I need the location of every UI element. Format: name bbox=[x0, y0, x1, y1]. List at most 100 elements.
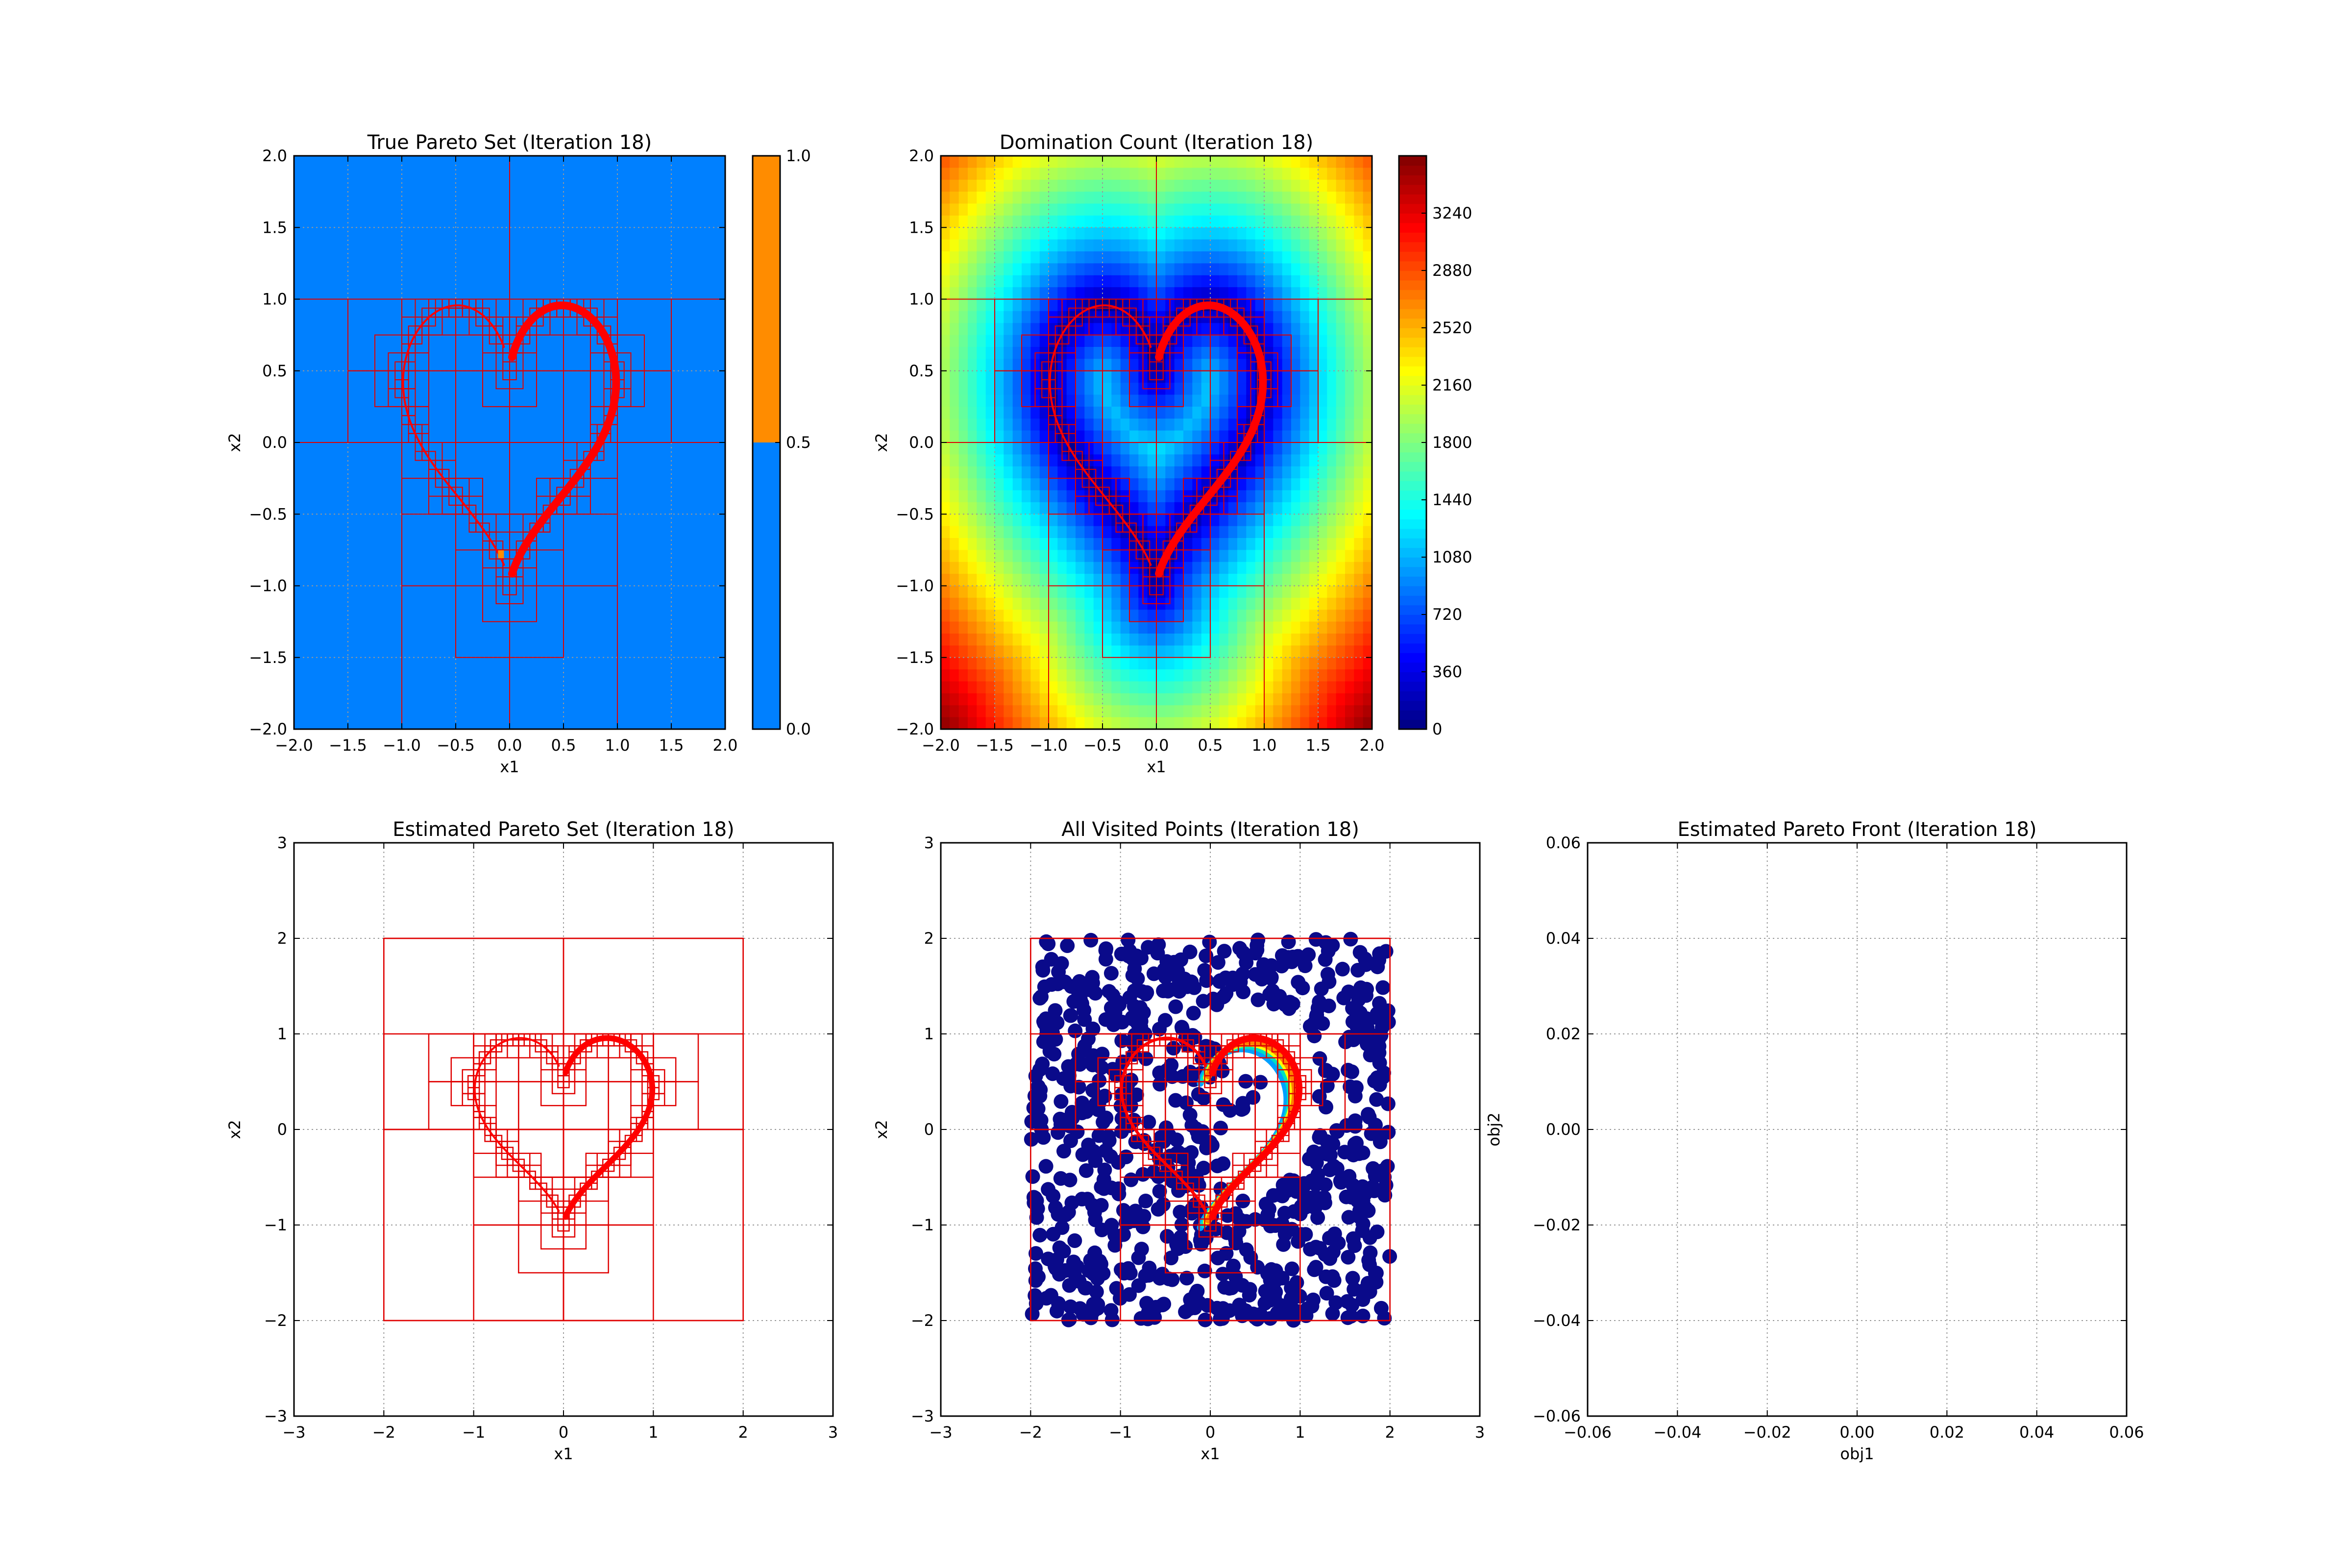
visited-point bbox=[1363, 1034, 1378, 1049]
colorbar-segment bbox=[1399, 213, 1426, 223]
colorbar-tick-label: 1440 bbox=[1432, 490, 1472, 509]
heatmap-cell bbox=[995, 538, 1004, 551]
heatmap-cell bbox=[995, 406, 1004, 419]
heatmap-cell bbox=[1273, 526, 1283, 539]
heatmap-cell bbox=[1273, 514, 1283, 527]
colorbar-segment bbox=[1399, 681, 1426, 691]
heatmap-cell bbox=[1039, 597, 1049, 611]
colorbar-segment bbox=[1399, 366, 1426, 376]
heatmap-cell bbox=[1291, 227, 1301, 240]
heatmap-cell bbox=[995, 442, 1004, 455]
heatmap-cell bbox=[1336, 335, 1346, 347]
visited-point bbox=[1073, 1301, 1088, 1316]
heatmap-cell bbox=[1345, 239, 1355, 252]
heatmap-cell bbox=[1291, 323, 1301, 336]
heatmap-cell bbox=[1174, 490, 1184, 503]
heatmap-cell bbox=[1057, 645, 1067, 658]
heatmap-cell bbox=[1336, 394, 1346, 407]
heatmap-cell bbox=[1147, 239, 1157, 252]
visited-point bbox=[1152, 1022, 1167, 1037]
heatmap-cell bbox=[1120, 705, 1130, 718]
heatmap-cell bbox=[1084, 239, 1094, 252]
heatmap-cell bbox=[1093, 466, 1103, 479]
heatmap-cell bbox=[1345, 275, 1355, 288]
heatmap-cell bbox=[1282, 359, 1292, 371]
heatmap-cell bbox=[1192, 203, 1202, 216]
heatmap-cell bbox=[958, 610, 968, 622]
heatmap-cell bbox=[958, 215, 968, 228]
visited-point bbox=[1335, 961, 1350, 977]
heatmap-cell bbox=[995, 168, 1004, 180]
heatmap-cell bbox=[1219, 394, 1229, 407]
heatmap-cell bbox=[1111, 335, 1121, 347]
heatmap-cell bbox=[1174, 275, 1184, 288]
heatmap-cell bbox=[1012, 442, 1022, 455]
heatmap-cell bbox=[995, 669, 1004, 682]
heatmap-cell bbox=[958, 442, 968, 455]
heatmap-cell bbox=[1192, 681, 1202, 694]
heatmap-cell bbox=[1093, 442, 1103, 455]
heatmap-cell bbox=[1093, 538, 1103, 551]
colorbar-segment bbox=[1399, 309, 1426, 319]
heatmap-cell bbox=[1129, 394, 1139, 407]
heatmap-cell bbox=[1273, 311, 1283, 324]
heatmap-cell bbox=[1039, 418, 1049, 431]
heatmap-cell bbox=[1345, 574, 1355, 587]
heatmap-cell bbox=[1201, 610, 1211, 622]
heatmap-cell bbox=[1255, 693, 1265, 706]
heatmap-cell bbox=[1111, 586, 1121, 598]
heatmap-cell bbox=[1282, 717, 1292, 730]
heatmap-cell bbox=[1174, 550, 1184, 563]
heatmap-cell bbox=[941, 574, 951, 587]
heatmap-cell bbox=[1039, 215, 1049, 228]
heatmap-cell bbox=[1076, 705, 1085, 718]
heatmap-cell bbox=[1066, 693, 1076, 706]
visited-point bbox=[1202, 934, 1217, 950]
heatmap-cell bbox=[1210, 215, 1220, 228]
heatmap-cell bbox=[1093, 418, 1103, 431]
heatmap-cell bbox=[1022, 574, 1031, 587]
heatmap-cell bbox=[941, 681, 951, 694]
heatmap-cell bbox=[1129, 645, 1139, 658]
heatmap-cell bbox=[985, 359, 995, 371]
x-tick-label: −0.5 bbox=[437, 736, 475, 755]
visited-point bbox=[1128, 1203, 1143, 1219]
heatmap-cell bbox=[1147, 275, 1157, 288]
heatmap-cell bbox=[1255, 645, 1265, 658]
heatmap-cell bbox=[1345, 179, 1355, 192]
heatmap-cell bbox=[1291, 502, 1301, 515]
visited-point bbox=[1155, 1197, 1171, 1212]
heatmap-cell bbox=[1282, 215, 1292, 228]
heatmap-cell bbox=[958, 430, 968, 443]
visited-point bbox=[1348, 1088, 1363, 1103]
heatmap-cell bbox=[1066, 705, 1076, 718]
visited-point bbox=[1284, 1261, 1299, 1276]
heatmap-cell bbox=[1228, 263, 1238, 276]
heatmap-cell bbox=[1192, 370, 1202, 383]
heatmap-cell bbox=[1201, 645, 1211, 658]
heatmap-cell bbox=[1363, 359, 1372, 371]
heatmap-cell bbox=[1309, 502, 1319, 515]
visited-point bbox=[1355, 1216, 1371, 1231]
heatmap-cell bbox=[1111, 562, 1121, 574]
heatmap-cell bbox=[977, 681, 986, 694]
heatmap-cell bbox=[1192, 621, 1202, 634]
visited-point bbox=[1083, 932, 1099, 948]
heatmap-cell bbox=[1210, 621, 1220, 634]
heatmap-cell bbox=[1327, 610, 1337, 622]
heatmap-cell bbox=[985, 335, 995, 347]
heatmap-cell bbox=[968, 203, 978, 216]
heatmap-cell bbox=[1255, 192, 1265, 204]
heatmap-cell bbox=[1354, 454, 1364, 467]
heatmap-cell bbox=[1201, 681, 1211, 694]
heatmap-cell bbox=[941, 359, 951, 371]
visited-point bbox=[1284, 1182, 1299, 1197]
heatmap-cell bbox=[1004, 251, 1013, 264]
heatmap-cell bbox=[1057, 156, 1067, 169]
heatmap-cell bbox=[1336, 311, 1346, 324]
heatmap-cell bbox=[985, 394, 995, 407]
heatmap-cell bbox=[1192, 168, 1202, 180]
visited-point bbox=[1078, 1163, 1094, 1178]
visited-point bbox=[1216, 1156, 1231, 1171]
heatmap-cell bbox=[1219, 693, 1229, 706]
